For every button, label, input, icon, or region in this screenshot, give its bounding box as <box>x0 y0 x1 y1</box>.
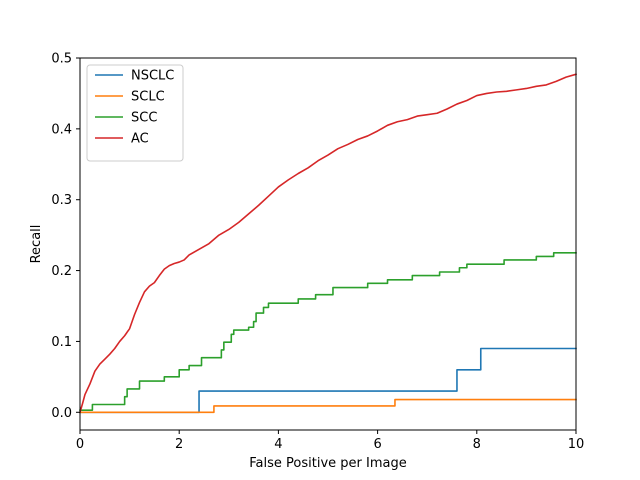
series-line-sclc <box>79 398 577 414</box>
y-tick-label: 0.3 <box>51 193 72 208</box>
legend-label-ac: AC <box>131 132 149 147</box>
x-axis-ticks: 0 2 4 6 8 10 <box>76 430 584 452</box>
x-tick-label: 6 <box>373 437 381 452</box>
x-axis-label: False Positive per Image <box>249 456 406 471</box>
plot-area-frame <box>79 57 577 431</box>
y-tick-label: 0.0 <box>51 406 72 421</box>
series-line-ac <box>79 73 577 414</box>
legend-label-sclc: SCLC <box>131 90 165 105</box>
y-tick-label: 0.5 <box>51 52 72 67</box>
y-axis-label: Recall <box>29 225 44 264</box>
series-line-scc <box>79 252 577 411</box>
x-tick-label: 10 <box>568 437 585 452</box>
y-tick-label: 0.2 <box>51 264 72 279</box>
legend-box <box>86 64 184 162</box>
x-tick-label: 4 <box>274 437 282 452</box>
legend-label-scc: SCC <box>131 111 157 126</box>
series-layer <box>79 73 577 414</box>
legend-label-nsclc: NSCLC <box>131 69 174 84</box>
legend: NSCLC SCLC SCC AC <box>86 64 184 162</box>
x-tick-label: 8 <box>473 437 481 452</box>
x-tick-label: 2 <box>175 437 183 452</box>
y-tick-label: 0.4 <box>51 122 72 137</box>
y-axis-ticks: 0.0 0.1 0.2 0.3 0.4 0.5 <box>51 52 80 421</box>
y-tick-label: 0.1 <box>51 335 72 350</box>
x-tick-label: 0 <box>76 437 84 452</box>
